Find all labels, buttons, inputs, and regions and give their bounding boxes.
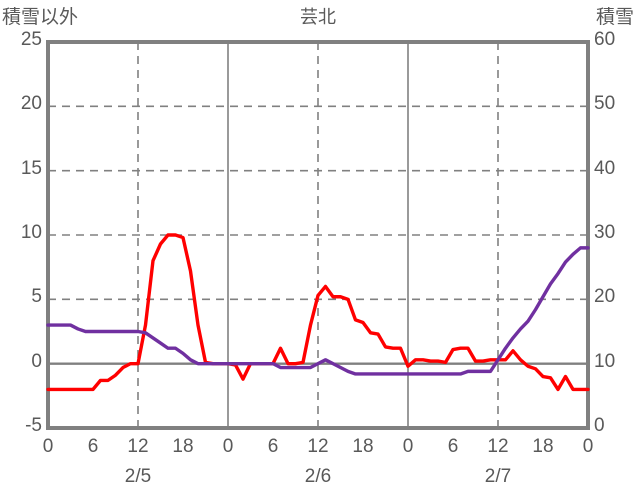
x-axis-tick-label: 6 [447,436,459,457]
x-axis-tick-label: 12 [307,436,329,457]
chart-title: 芸北 [300,7,336,27]
x-axis-day-label: 2/5 [124,466,152,487]
x-axis-tick-label: 18 [532,436,554,457]
right-axis-tick-label: 0 [594,415,605,436]
right-axis-title: 積雪 [595,7,634,28]
x-axis-tick-label: 0 [402,436,414,457]
x-axis-tick-label: 0 [42,436,54,457]
plot-frame [46,40,590,430]
left-axis-tick-label: 0 [31,350,42,372]
x-axis-tick-label: 0 [222,436,234,457]
left-axis-tick-label: 10 [20,222,42,243]
series-line-right [46,246,590,376]
x-axis-tick-label: 6 [267,436,279,457]
x-axis-tick-label: 18 [352,436,374,457]
left-axis-tick-label: 15 [20,157,42,179]
data-series [46,233,590,392]
x-axis-tick-label: 0 [582,436,594,457]
plot-border [46,40,590,430]
left-axis-title: 積雪以外 [2,7,79,28]
x-axis-tick-label: 18 [172,436,194,457]
x-axis-tick-label: 12 [127,436,149,457]
left-axis-tick-label: -5 [25,415,42,436]
left-axis-tick-label: 5 [31,286,42,308]
x-axis-day-label: 2/7 [484,466,512,487]
right-axis-tick-label: 20 [594,286,616,308]
left-axis-tick-label: 20 [20,93,42,115]
x-axis-tick-label: 6 [87,436,99,457]
x-axis-tick-label: 12 [487,436,509,457]
right-axis-tick-label: 50 [594,93,616,115]
right-axis-tick-label: 30 [594,222,616,243]
left-axis-tick-label: 25 [20,29,42,50]
x-axis-day-label: 2/6 [304,466,332,487]
right-axis-tick-label: 10 [594,350,616,372]
right-axis-tick-label: 60 [594,29,616,50]
right-axis-tick-label: 40 [594,157,616,179]
